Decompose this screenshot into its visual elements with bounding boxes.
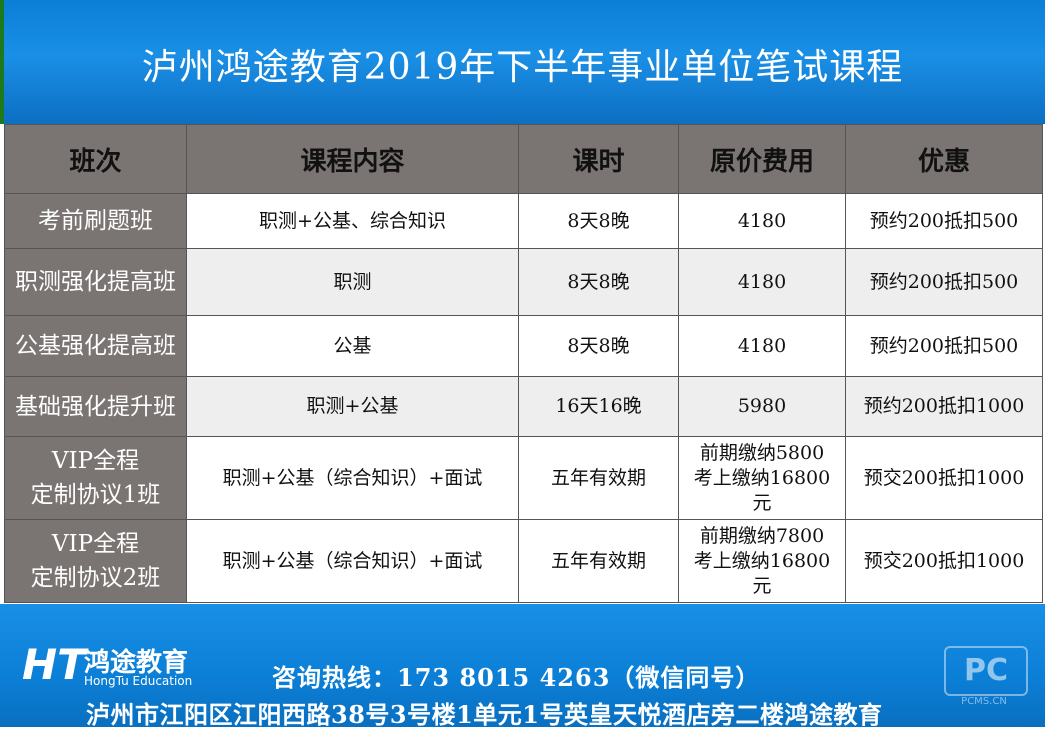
table-row: VIP全程 定制协议2班 职测+公基（综合知识）+面试 五年有效期 前期缴纳78… xyxy=(4,519,1043,603)
table-row: 职测强化提高班 职测 8天8晚 4180 预约200抵扣500 xyxy=(4,248,1043,316)
col-header-class: 班次 xyxy=(4,124,187,194)
footer-banner: HT 鸿途教育 HongTu Education 咨询热线：173 8015 4… xyxy=(0,604,1045,729)
logo-mark-icon: HT xyxy=(22,640,86,689)
row-hours: 五年有效期 xyxy=(518,436,679,520)
table-row: 基础强化提升班 职测+公基 16天16晚 5980 预约200抵扣1000 xyxy=(4,376,1043,437)
row-price-line1: 前期缴纳5800 xyxy=(699,441,825,464)
row-class-name-line1: VIP全程 xyxy=(51,531,140,557)
row-hours: 8天8晚 xyxy=(518,315,679,377)
row-class-name: 职测强化提高班 xyxy=(4,248,187,316)
row-content: 职测+公基（综合知识）+面试 xyxy=(186,519,519,603)
row-price-line3: 元 xyxy=(752,491,772,514)
logo-name-cn: 鸿途教育 xyxy=(84,648,189,678)
col-header-content: 课程内容 xyxy=(186,124,519,194)
row-price: 4180 xyxy=(678,315,846,377)
table-row: 公基强化提高班 公基 8天8晚 4180 预约200抵扣500 xyxy=(4,315,1043,377)
row-discount: 预约200抵扣500 xyxy=(845,315,1043,377)
row-hours: 8天8晚 xyxy=(518,248,679,316)
row-price-line1: 前期缴纳7800 xyxy=(699,524,825,547)
header-banner: 泸州鸿途教育2019年下半年事业单位笔试课程 xyxy=(0,0,1045,124)
row-price-line2: 考上缴纳16800 xyxy=(693,549,831,572)
row-class-name-line2: 定制协议2班 xyxy=(30,565,161,591)
row-price-line2: 考上缴纳16800 xyxy=(693,466,831,489)
row-price: 前期缴纳5800 考上缴纳16800 元 xyxy=(678,436,846,520)
brand-logo: HT 鸿途教育 HongTu Education xyxy=(22,640,202,696)
row-class-name: 基础强化提升班 xyxy=(4,376,187,437)
row-price: 4180 xyxy=(678,248,846,316)
address-text: 泸州市江阳区江阳西路38号3号楼1单元1号英皇天悦酒店旁二楼鸿途教育 xyxy=(86,700,883,729)
col-header-price: 原价费用 xyxy=(678,124,846,194)
row-discount: 预交200抵扣1000 xyxy=(845,519,1043,603)
hotline-text: 咨询热线：173 8015 4263（微信同号） xyxy=(272,663,761,692)
row-discount: 预交200抵扣1000 xyxy=(845,436,1043,520)
row-class-name: 考前刷题班 xyxy=(4,193,187,249)
row-class-name: 公基强化提高班 xyxy=(4,315,187,377)
row-discount: 预约200抵扣500 xyxy=(845,193,1043,249)
row-price-line3: 元 xyxy=(752,574,772,597)
table-row: 考前刷题班 职测+公基、综合知识 8天8晚 4180 预约200抵扣500 xyxy=(4,193,1043,249)
row-content: 职测+公基（综合知识）+面试 xyxy=(186,436,519,520)
course-table: 班次 课程内容 课时 原价费用 优惠 考前刷题班 职测+公基、综合知识 8天8晚… xyxy=(4,124,1043,603)
logo-name-en: HongTu Education xyxy=(84,674,193,688)
row-price: 4180 xyxy=(678,193,846,249)
table-header-row: 班次 课程内容 课时 原价费用 优惠 xyxy=(4,124,1043,194)
row-hours: 8天8晚 xyxy=(518,193,679,249)
row-hours: 五年有效期 xyxy=(518,519,679,603)
watermark-logo: PC PCMS.CN xyxy=(940,646,1028,707)
row-hours: 16天16晚 xyxy=(518,376,679,437)
watermark-text: PCMS.CN xyxy=(961,696,1007,707)
row-class-name: VIP全程 定制协议2班 xyxy=(4,519,187,603)
col-header-discount: 优惠 xyxy=(845,124,1043,194)
row-content: 职测 xyxy=(186,248,519,316)
watermark-pc-icon: PC xyxy=(944,646,1028,696)
sheet-edge xyxy=(0,0,4,124)
row-class-name-line2: 定制协议1班 xyxy=(30,482,161,508)
row-price: 5980 xyxy=(678,376,846,437)
table-row: VIP全程 定制协议1班 职测+公基（综合知识）+面试 五年有效期 前期缴纳58… xyxy=(4,436,1043,520)
row-class-name-line1: VIP全程 xyxy=(51,448,140,474)
row-discount: 预约200抵扣1000 xyxy=(845,376,1043,437)
row-content: 职测+公基 xyxy=(186,376,519,437)
col-header-hours: 课时 xyxy=(518,124,679,194)
row-content: 职测+公基、综合知识 xyxy=(186,193,519,249)
row-price: 前期缴纳7800 考上缴纳16800 元 xyxy=(678,519,846,603)
page-title: 泸州鸿途教育2019年下半年事业单位笔试课程 xyxy=(141,47,904,88)
row-content: 公基 xyxy=(186,315,519,377)
row-discount: 预约200抵扣500 xyxy=(845,248,1043,316)
row-class-name: VIP全程 定制协议1班 xyxy=(4,436,187,520)
